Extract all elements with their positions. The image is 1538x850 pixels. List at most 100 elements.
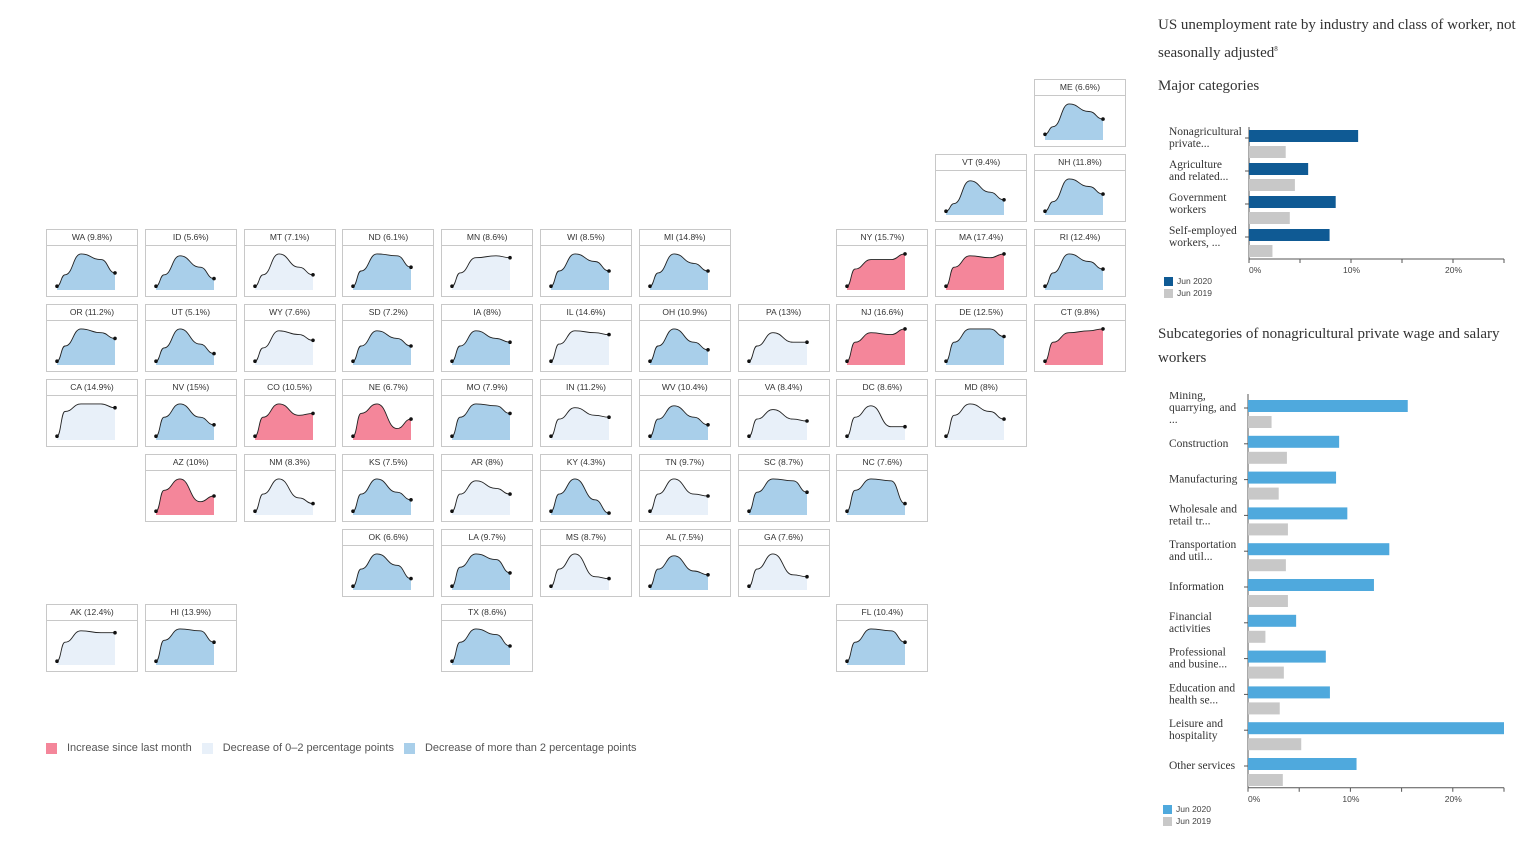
state-label-nd: ND (6.1%): [343, 230, 434, 246]
sparkline-area-ct: [1045, 328, 1103, 365]
sparkline-start-dot-ar: [450, 509, 454, 513]
sparkline-or: [55, 328, 117, 365]
category-label: Construction: [1169, 438, 1229, 450]
bar-jun2020: [1248, 579, 1374, 591]
panel-title-footnote: 8: [1274, 45, 1278, 53]
sparkline-id: [153, 255, 216, 290]
state-label-pa: PA (13%): [738, 305, 829, 321]
sparkline-wa: [55, 253, 117, 290]
sparkline-line-ca: [56, 403, 116, 437]
state-label-mn: MN (8.6%): [442, 230, 533, 246]
sparkline-line-ny: [847, 253, 906, 287]
sparkline-end-dot-ok: [409, 576, 414, 581]
sparkline-line-al: [649, 555, 708, 587]
state-tile-ks: KS (7.5%): [342, 454, 435, 522]
state-label-ne: NE (6.7%): [343, 380, 434, 396]
x-tick-label: 10%: [1343, 265, 1360, 275]
sparkline-sc: [746, 478, 809, 515]
sparkline-end-dot-or: [113, 336, 117, 341]
sparkline-co: [252, 403, 315, 440]
sparkline-area-wy: [254, 330, 313, 365]
sparkline-line-nd: [353, 253, 412, 287]
sparkline-line-nm: [254, 478, 313, 512]
sparkline-dc: [845, 405, 908, 440]
sparkline-end-dot-id: [211, 276, 216, 281]
sparkline-end-dot-al: [705, 573, 710, 577]
state-tile-id: ID (5.6%): [144, 229, 237, 297]
sparkline-area-mt: [254, 253, 313, 290]
bar-jun2019: [1248, 774, 1283, 786]
sparkline-ca: [55, 403, 117, 440]
sparkline-nj: [845, 327, 908, 365]
sparkline-start-dot-ut: [153, 359, 158, 363]
state-label-id: ID (5.6%): [145, 230, 236, 246]
sparkline-end-dot-ca: [113, 405, 117, 410]
state-tile-ga: GA (7.6%): [737, 529, 830, 597]
sparkline-start-dot-ga: [746, 584, 751, 588]
sparkline-area-nv: [155, 403, 214, 440]
sparkline-area-ne: [353, 403, 412, 440]
sparkline-start-dot-ny: [845, 284, 850, 288]
state-label-ut: UT (5.1%): [145, 305, 236, 321]
sparkline-area-mi: [649, 253, 708, 290]
sparkline-wi: [549, 253, 611, 290]
sparkline-ky: [549, 478, 611, 515]
sparkline-end-dot-ia: [508, 340, 512, 344]
sparkline-line-md: [945, 403, 1005, 437]
sparkline-ri: [1043, 253, 1105, 290]
state-label-ok: OK (6.6%): [343, 530, 434, 546]
sparkline-area-fl: [847, 628, 906, 665]
sparkline-line-sd: [353, 330, 412, 362]
state-label-md: MD (8%): [936, 380, 1027, 396]
sparkline-start-dot-id: [153, 284, 158, 288]
sparkline-ut: [153, 328, 216, 365]
state-tile-la: LA (9.7%): [441, 529, 534, 597]
sparkline-line-ok: [353, 553, 412, 587]
sparkline-line-pa: [748, 332, 807, 362]
sparkline-area-ny: [847, 253, 906, 290]
sparkline-line-ia: [451, 330, 511, 362]
state-label-sd: SD (7.2%): [343, 305, 434, 321]
bar-jun2020: [1248, 686, 1330, 699]
sparkline-line-hi: [155, 628, 214, 662]
state-tile-ms: MS (8.7%): [540, 529, 632, 597]
state-label-tx: TX (8.6%): [442, 605, 533, 621]
sparkline-area-ma: [946, 253, 1005, 290]
state-tile-tn: TN (9.7%): [638, 454, 731, 522]
sparkline-start-dot-or: [55, 359, 59, 363]
bar-jun2020: [1248, 722, 1504, 735]
sparkline-oh: [647, 328, 710, 365]
state-label-nc: NC (7.6%): [837, 455, 928, 471]
sparkline-la: [450, 553, 512, 590]
bar-jun2019: [1249, 245, 1273, 257]
x-tick-label: 0%: [1248, 794, 1261, 804]
sparkline-pa: [746, 332, 809, 365]
sparkline-line-ne: [353, 403, 412, 437]
legend-item-large-decrease: Decrease of more than 2 percentage point…: [403, 742, 637, 754]
state-tile-nm: NM (8.3%): [243, 454, 336, 522]
sparkline-line-ar: [451, 480, 511, 512]
sparkline-ny: [845, 252, 908, 290]
major-legend-jun2019: Jun 2019: [1164, 287, 1212, 299]
sub-legend-swatch-jun2020: [1163, 804, 1172, 814]
sparkline-end-dot-tx: [508, 644, 512, 648]
sparkline-start-dot-nc: [845, 509, 850, 513]
bar-jun2020: [1249, 196, 1336, 208]
sparkline-line-wy: [254, 330, 313, 362]
sparkline-line-mo: [451, 403, 511, 437]
sparkline-line-id: [155, 255, 214, 287]
state-label-oh: OH (10.9%): [639, 305, 730, 321]
sparkline-line-ma: [945, 253, 1005, 287]
category-label: Manufacturing: [1169, 474, 1238, 486]
category-label: Education and: [1169, 682, 1235, 694]
sparkline-line-az: [155, 478, 214, 512]
legend-item-increase: Increase since last month: [46, 742, 192, 754]
sparkline-end-dot-me: [1101, 117, 1105, 121]
legend-label-increase: Increase since last month: [67, 742, 192, 754]
sparkline-end-dot-nc: [903, 501, 908, 506]
sparkline-end-dot-mo: [508, 411, 512, 416]
sparkline-line-nv: [155, 403, 214, 437]
state-label-ia: IA (8%): [442, 305, 533, 321]
sparkline-va: [746, 409, 809, 440]
sparkline-area-md: [946, 403, 1005, 440]
